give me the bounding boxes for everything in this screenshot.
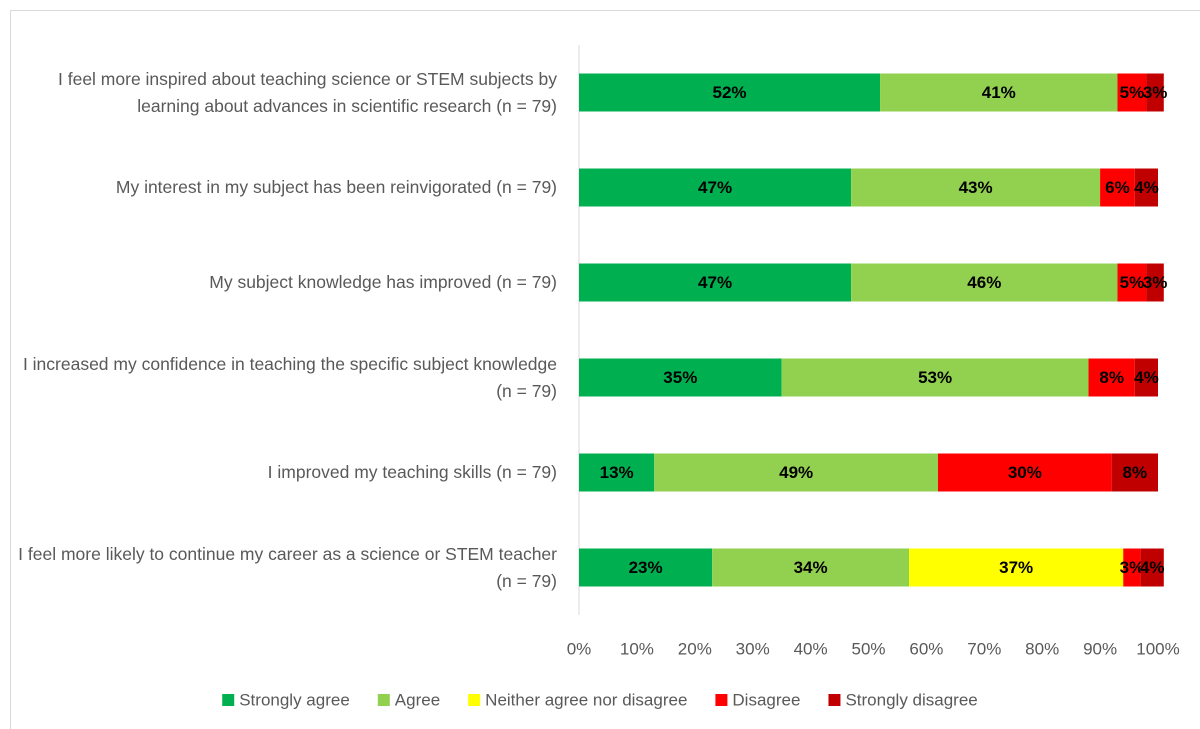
data-label: 3% bbox=[1120, 558, 1145, 577]
legend-label: Neither agree nor disagree bbox=[485, 690, 687, 709]
x-tick-label: 80% bbox=[1025, 639, 1059, 658]
data-label: 41% bbox=[982, 83, 1016, 102]
category-label: My subject knowledge has improved (n = 7… bbox=[209, 272, 557, 292]
bar-segment bbox=[1100, 168, 1135, 207]
data-label: 5% bbox=[1120, 83, 1145, 102]
legend-swatch bbox=[828, 694, 841, 706]
bar-segment bbox=[851, 168, 1101, 207]
data-label: 8% bbox=[1099, 368, 1124, 387]
data-label: 8% bbox=[1123, 463, 1148, 482]
category-label: I increased my confidence in teaching th… bbox=[22, 353, 557, 401]
x-tick-label: 50% bbox=[851, 639, 885, 658]
legend-label: Strongly disagree bbox=[845, 690, 977, 709]
data-label: 35% bbox=[663, 368, 697, 387]
bar-segment bbox=[1140, 548, 1164, 587]
legend-swatch bbox=[377, 694, 390, 706]
data-label: 49% bbox=[779, 463, 813, 482]
data-label: 30% bbox=[1008, 463, 1042, 482]
category-label: I feel more likely to continue my career… bbox=[18, 543, 557, 591]
legend-swatch bbox=[715, 694, 728, 706]
bar-segment bbox=[851, 263, 1118, 302]
category-label: My interest in my subject has been reinv… bbox=[115, 177, 557, 197]
data-label: 4% bbox=[1134, 368, 1159, 387]
legend-label: Agree bbox=[395, 690, 440, 709]
data-label: 43% bbox=[959, 178, 993, 197]
x-tick-label: 40% bbox=[794, 639, 828, 658]
x-tick-label: 70% bbox=[967, 639, 1001, 658]
bar-segment bbox=[937, 453, 1112, 492]
data-label: 47% bbox=[698, 178, 732, 197]
bar-segment bbox=[1117, 263, 1147, 302]
bar-segment bbox=[579, 168, 852, 207]
data-label: 53% bbox=[918, 368, 952, 387]
data-label: 4% bbox=[1134, 178, 1159, 197]
bar-segment bbox=[1088, 358, 1135, 397]
bar-segment bbox=[1117, 73, 1147, 112]
bar-segment bbox=[1111, 453, 1158, 492]
x-tick-label: 20% bbox=[678, 639, 712, 658]
x-tick-label: 10% bbox=[620, 639, 654, 658]
category-label: I feel more inspired about teaching scie… bbox=[58, 68, 557, 116]
bar-segment bbox=[579, 358, 782, 397]
bar-segment bbox=[579, 73, 881, 112]
bar-segment bbox=[781, 358, 1089, 397]
legend-label: Strongly agree bbox=[239, 690, 350, 709]
bar-segment bbox=[1134, 168, 1158, 207]
data-label: 47% bbox=[698, 273, 732, 292]
bar-segment bbox=[579, 548, 713, 587]
bar-segment bbox=[579, 453, 655, 492]
x-tick-label: 90% bbox=[1083, 639, 1117, 658]
bar-segment bbox=[909, 548, 1124, 587]
data-label: 34% bbox=[794, 558, 828, 577]
bar-segment bbox=[1146, 263, 1164, 302]
legend-swatch bbox=[222, 694, 235, 706]
data-label: 4% bbox=[1140, 558, 1165, 577]
legend-swatch bbox=[468, 694, 481, 706]
data-label: 13% bbox=[600, 463, 634, 482]
bar-segment bbox=[712, 548, 910, 587]
data-label: 23% bbox=[629, 558, 663, 577]
x-tick-label: 100% bbox=[1136, 639, 1179, 658]
bar-segment bbox=[579, 263, 852, 302]
bar-segment bbox=[1146, 73, 1164, 112]
data-label: 37% bbox=[999, 558, 1033, 577]
x-tick-label: 30% bbox=[736, 639, 770, 658]
category-label: I improved my teaching skills (n = 79) bbox=[267, 462, 557, 482]
data-label: 5% bbox=[1120, 273, 1145, 292]
data-label: 46% bbox=[967, 273, 1001, 292]
chart-border bbox=[10, 10, 1200, 729]
data-label: 3% bbox=[1143, 83, 1168, 102]
bar-segment bbox=[654, 453, 938, 492]
bar-segment bbox=[1123, 548, 1141, 587]
x-tick-label: 0% bbox=[567, 639, 592, 658]
data-label: 6% bbox=[1105, 178, 1130, 197]
data-label: 3% bbox=[1143, 273, 1168, 292]
data-label: 52% bbox=[713, 83, 747, 102]
bar-segment bbox=[880, 73, 1118, 112]
bar-segment bbox=[1134, 358, 1158, 397]
legend-label: Disagree bbox=[732, 690, 800, 709]
x-tick-label: 60% bbox=[909, 639, 943, 658]
